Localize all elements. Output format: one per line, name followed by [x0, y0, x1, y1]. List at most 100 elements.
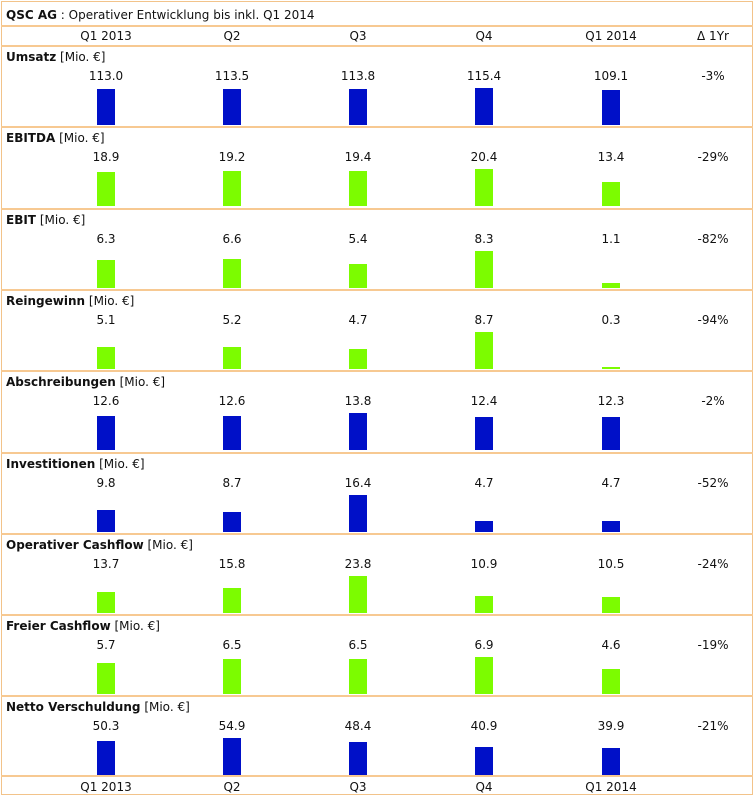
value-label-netto-verschuldung-0: 50.3 — [92, 719, 120, 733]
bar-ebit-3 — [475, 251, 493, 288]
bar-umsatz-0 — [97, 89, 115, 125]
metric-label-ebit: EBIT [Mio. €] — [6, 212, 85, 228]
bar-reingewinn-3 — [475, 332, 493, 369]
bar-netto-verschuldung-2 — [349, 742, 367, 775]
metric-unit: [Mio. €] — [144, 700, 190, 714]
title-separator: : — [56, 8, 69, 22]
panel-divider — [1, 695, 753, 697]
value-label-abschreibungen-0: 12.6 — [92, 394, 120, 408]
col-header-delta: Δ 1Yr — [697, 29, 729, 43]
value-label-umsatz-3: 115.4 — [466, 69, 502, 83]
col-header-bottom-q1-2013: Q1 2013 — [80, 780, 132, 794]
bar-umsatz-4 — [602, 90, 620, 125]
value-label-ebit-1: 6.6 — [222, 232, 242, 246]
bar-abschreibungen-1 — [223, 416, 241, 450]
panel-divider — [1, 289, 753, 291]
bar-umsatz-3 — [475, 88, 493, 125]
value-label-operativer-cashflow-1: 15.8 — [218, 557, 246, 571]
panel-divider — [1, 126, 753, 128]
value-label-investitionen-4: 4.7 — [601, 476, 621, 490]
bar-freier-cashflow-1 — [223, 659, 241, 694]
bar-investitionen-1 — [223, 512, 241, 532]
bar-reingewinn-2 — [349, 349, 367, 369]
value-label-investitionen-0: 9.8 — [96, 476, 116, 490]
bar-operativer-cashflow-4 — [602, 597, 620, 613]
panel-divider — [1, 370, 753, 372]
value-label-freier-cashflow-2: 6.5 — [348, 638, 368, 652]
value-label-investitionen-2: 16.4 — [344, 476, 372, 490]
metric-label-umsatz: Umsatz [Mio. €] — [6, 49, 106, 65]
value-label-umsatz-2: 113.8 — [340, 69, 376, 83]
bar-investitionen-0 — [97, 510, 115, 532]
col-header-top-q1-2013: Q1 2013 — [80, 29, 132, 43]
metric-label-abschreibungen: Abschreibungen [Mio. €] — [6, 374, 165, 390]
metric-label-reingewinn: Reingewinn [Mio. €] — [6, 293, 134, 309]
delta-freier-cashflow: -19% — [697, 638, 729, 652]
value-label-netto-verschuldung-4: 39.9 — [597, 719, 625, 733]
col-header-bottom-q1-2014: Q1 2014 — [585, 780, 637, 794]
bar-abschreibungen-2 — [349, 413, 367, 450]
delta-reingewinn: -94% — [697, 313, 729, 327]
value-label-abschreibungen-3: 12.4 — [470, 394, 498, 408]
chart-subtitle: Operativer Entwicklung bis inkl. Q1 2014 — [68, 8, 315, 22]
value-label-netto-verschuldung-2: 48.4 — [344, 719, 372, 733]
bar-operativer-cashflow-0 — [97, 592, 115, 613]
col-header-bottom-q4: Q4 — [475, 780, 493, 794]
value-label-umsatz-1: 113.5 — [214, 69, 250, 83]
delta-operativer-cashflow: -24% — [697, 557, 729, 571]
value-label-ebitda-4: 13.4 — [597, 150, 625, 164]
metric-unit: [Mio. €] — [88, 294, 135, 308]
value-label-freier-cashflow-0: 5.7 — [96, 638, 116, 652]
value-label-reingewinn-4: 0.3 — [601, 313, 621, 327]
metric-name: Freier Cashflow — [6, 619, 111, 633]
panel-divider — [1, 533, 753, 535]
bar-netto-verschuldung-0 — [97, 741, 115, 775]
value-label-investitionen-3: 4.7 — [474, 476, 494, 490]
bar-operativer-cashflow-1 — [223, 588, 241, 613]
bar-ebit-1 — [223, 259, 241, 288]
bar-investitionen-2 — [349, 495, 367, 532]
value-label-abschreibungen-2: 13.8 — [344, 394, 372, 408]
value-label-reingewinn-0: 5.1 — [96, 313, 116, 327]
value-label-reingewinn-2: 4.7 — [348, 313, 368, 327]
value-label-freier-cashflow-3: 6.9 — [474, 638, 494, 652]
value-label-ebitda-2: 19.4 — [344, 150, 372, 164]
bar-ebit-0 — [97, 260, 115, 288]
metric-name: EBIT — [6, 213, 36, 227]
col-header-top-q4: Q4 — [475, 29, 493, 43]
bar-reingewinn-0 — [97, 347, 115, 369]
chart-title: QSC AG : Operativer Entwicklung bis inkl… — [6, 6, 315, 24]
value-label-ebitda-1: 19.2 — [218, 150, 246, 164]
bar-umsatz-2 — [349, 89, 367, 125]
value-label-netto-verschuldung-3: 40.9 — [470, 719, 498, 733]
value-label-reingewinn-1: 5.2 — [222, 313, 242, 327]
bar-ebitda-3 — [475, 169, 493, 206]
metric-unit: [Mio. €] — [60, 50, 106, 64]
footer-divider — [1, 775, 753, 777]
value-label-ebit-2: 5.4 — [348, 232, 368, 246]
metric-name: Investitionen — [6, 457, 96, 471]
bar-ebitda-1 — [223, 171, 241, 206]
metric-name: EBITDA — [6, 131, 56, 145]
metric-label-investitionen: Investitionen [Mio. €] — [6, 456, 145, 472]
bar-freier-cashflow-4 — [602, 669, 620, 694]
value-label-umsatz-4: 109.1 — [593, 69, 629, 83]
delta-umsatz: -3% — [701, 69, 725, 83]
bar-ebitda-2 — [349, 171, 367, 206]
bar-freier-cashflow-0 — [97, 663, 115, 694]
value-label-umsatz-0: 113.0 — [88, 69, 124, 83]
col-header-top-q1-2014: Q1 2014 — [585, 29, 637, 43]
delta-ebitda: -29% — [697, 150, 729, 164]
col-header-top-q2: Q2 — [223, 29, 241, 43]
panel-divider — [1, 208, 753, 210]
metric-unit: [Mio. €] — [59, 131, 105, 145]
value-label-operativer-cashflow-4: 10.5 — [597, 557, 625, 571]
company-name: QSC AG — [6, 8, 57, 22]
bar-reingewinn-4 — [602, 367, 620, 369]
metric-unit: [Mio. €] — [99, 457, 145, 471]
bar-ebitda-0 — [97, 172, 115, 206]
metric-unit: [Mio. €] — [114, 619, 160, 633]
value-label-ebitda-0: 18.9 — [92, 150, 120, 164]
bar-operativer-cashflow-3 — [475, 596, 493, 613]
